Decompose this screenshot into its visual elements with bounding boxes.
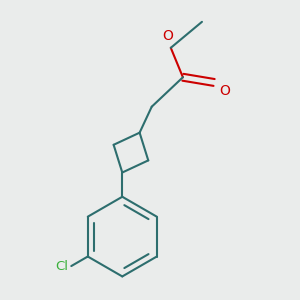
Text: O: O xyxy=(219,84,230,98)
Text: Cl: Cl xyxy=(56,260,68,272)
Text: O: O xyxy=(163,28,173,43)
